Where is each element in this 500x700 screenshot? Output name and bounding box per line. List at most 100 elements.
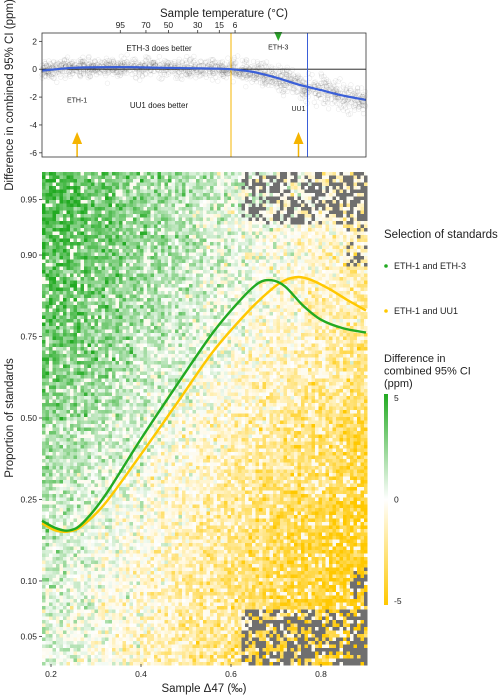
heatmap-cell — [52, 620, 56, 624]
heatmap-cell — [70, 476, 74, 480]
heatmap-cell — [115, 417, 119, 421]
heatmap-cell — [73, 536, 77, 540]
heatmap-cell — [84, 217, 88, 221]
heatmap-cell — [77, 441, 81, 445]
heatmap-cell — [80, 511, 84, 515]
heatmap-cell — [45, 560, 49, 564]
heatmap-cell — [129, 585, 133, 589]
heatmap-cell — [119, 280, 123, 284]
heatmap-cell — [63, 298, 67, 302]
heatmap-cell — [115, 270, 119, 274]
heatmap-cell — [94, 270, 98, 274]
heatmap-cell — [119, 616, 123, 620]
heatmap-cell — [112, 340, 116, 344]
heatmap-cell — [66, 609, 70, 613]
heatmap-cell — [133, 406, 137, 410]
heatmap-cell — [73, 494, 77, 498]
heatmap-cell — [105, 571, 109, 575]
heatmap-cell — [133, 350, 137, 354]
heatmap-cell — [136, 448, 140, 452]
heatmap-cell — [42, 287, 46, 291]
heatmap-cell — [66, 280, 70, 284]
heatmap-cell — [98, 459, 102, 463]
heatmap-cell — [108, 189, 112, 193]
heatmap-cell — [136, 347, 140, 351]
heatmap-cell — [136, 196, 140, 200]
heatmap-cell — [80, 231, 84, 235]
heatmap-cell — [56, 413, 60, 417]
heatmap-cell — [63, 420, 67, 424]
heatmap-cell — [84, 371, 88, 375]
heatmap-cell — [94, 613, 98, 617]
heatmap-cell — [80, 469, 84, 473]
heatmap-cell — [56, 515, 60, 519]
heatmap-cell — [45, 378, 49, 382]
heatmap-cell — [84, 578, 88, 582]
heatmap-cell — [77, 221, 81, 225]
scatter-point — [281, 68, 287, 74]
heatmap-cell — [105, 616, 109, 620]
heatmap-cell — [59, 224, 63, 228]
heatmap-cell — [52, 658, 56, 662]
heatmap-cell — [87, 602, 91, 606]
scatter-point — [233, 60, 239, 66]
heatmap-cell — [52, 172, 56, 176]
heatmap-cell — [45, 333, 49, 337]
heatmap-cell — [101, 375, 105, 379]
heatmap-cell — [105, 403, 109, 407]
heatmap-cell — [49, 448, 53, 452]
heatmap-cell — [70, 438, 74, 442]
scatter-point — [178, 73, 184, 79]
heatmap-cell — [45, 214, 49, 218]
heatmap-cell — [105, 312, 109, 316]
heatmap-cell — [77, 343, 81, 347]
heatmap-cell — [87, 270, 91, 274]
heatmap-cell — [105, 347, 109, 351]
heatmap-cell — [59, 256, 63, 260]
heatmap-cell — [108, 455, 112, 459]
heatmap-cell — [119, 217, 123, 221]
heatmap-cell — [49, 256, 53, 260]
heatmap-cell — [94, 189, 98, 193]
heatmap-cell — [45, 347, 49, 351]
heatmap-cell — [105, 466, 109, 470]
heatmap-cell — [52, 564, 56, 568]
heatmap-cell — [91, 382, 95, 386]
heatmap-cell — [119, 172, 123, 176]
heatmap-cell — [126, 525, 130, 529]
heatmap-cell — [42, 417, 46, 421]
heatmap-cell — [52, 557, 56, 561]
heatmap-cell — [87, 525, 91, 529]
heatmap-cell — [56, 595, 60, 599]
heatmap-cell — [122, 284, 126, 288]
scatter-point — [266, 63, 272, 69]
heatmap-cell — [115, 179, 119, 183]
heatmap-cell — [63, 392, 67, 396]
heatmap-cell — [87, 620, 91, 624]
heatmap-cell — [98, 364, 102, 368]
heatmap-cell — [98, 291, 102, 295]
heatmap-cell — [126, 270, 130, 274]
heatmap-cell — [70, 546, 74, 550]
heatmap-cell — [63, 357, 67, 361]
heatmap-cell — [49, 553, 53, 557]
heatmap-cell — [105, 469, 109, 473]
heatmap-cell — [112, 224, 116, 228]
heatmap-cell — [98, 231, 102, 235]
heatmap-cell — [115, 259, 119, 263]
heatmap-cell — [133, 256, 137, 260]
heatmap-cell — [122, 550, 126, 554]
heatmap-cell — [105, 242, 109, 246]
heatmap-cell — [45, 308, 49, 312]
heatmap-cell — [70, 560, 74, 564]
scatter-point — [48, 61, 54, 67]
heatmap-cell — [73, 270, 77, 274]
heatmap-cell — [59, 466, 63, 470]
heatmap-cell — [80, 301, 84, 305]
heatmap-cell — [94, 476, 98, 480]
heatmap-cell — [87, 571, 91, 575]
heatmap-cell — [87, 375, 91, 379]
heatmap-cell — [59, 630, 63, 634]
heatmap-cell — [52, 186, 56, 190]
heatmap-cell — [42, 427, 46, 431]
